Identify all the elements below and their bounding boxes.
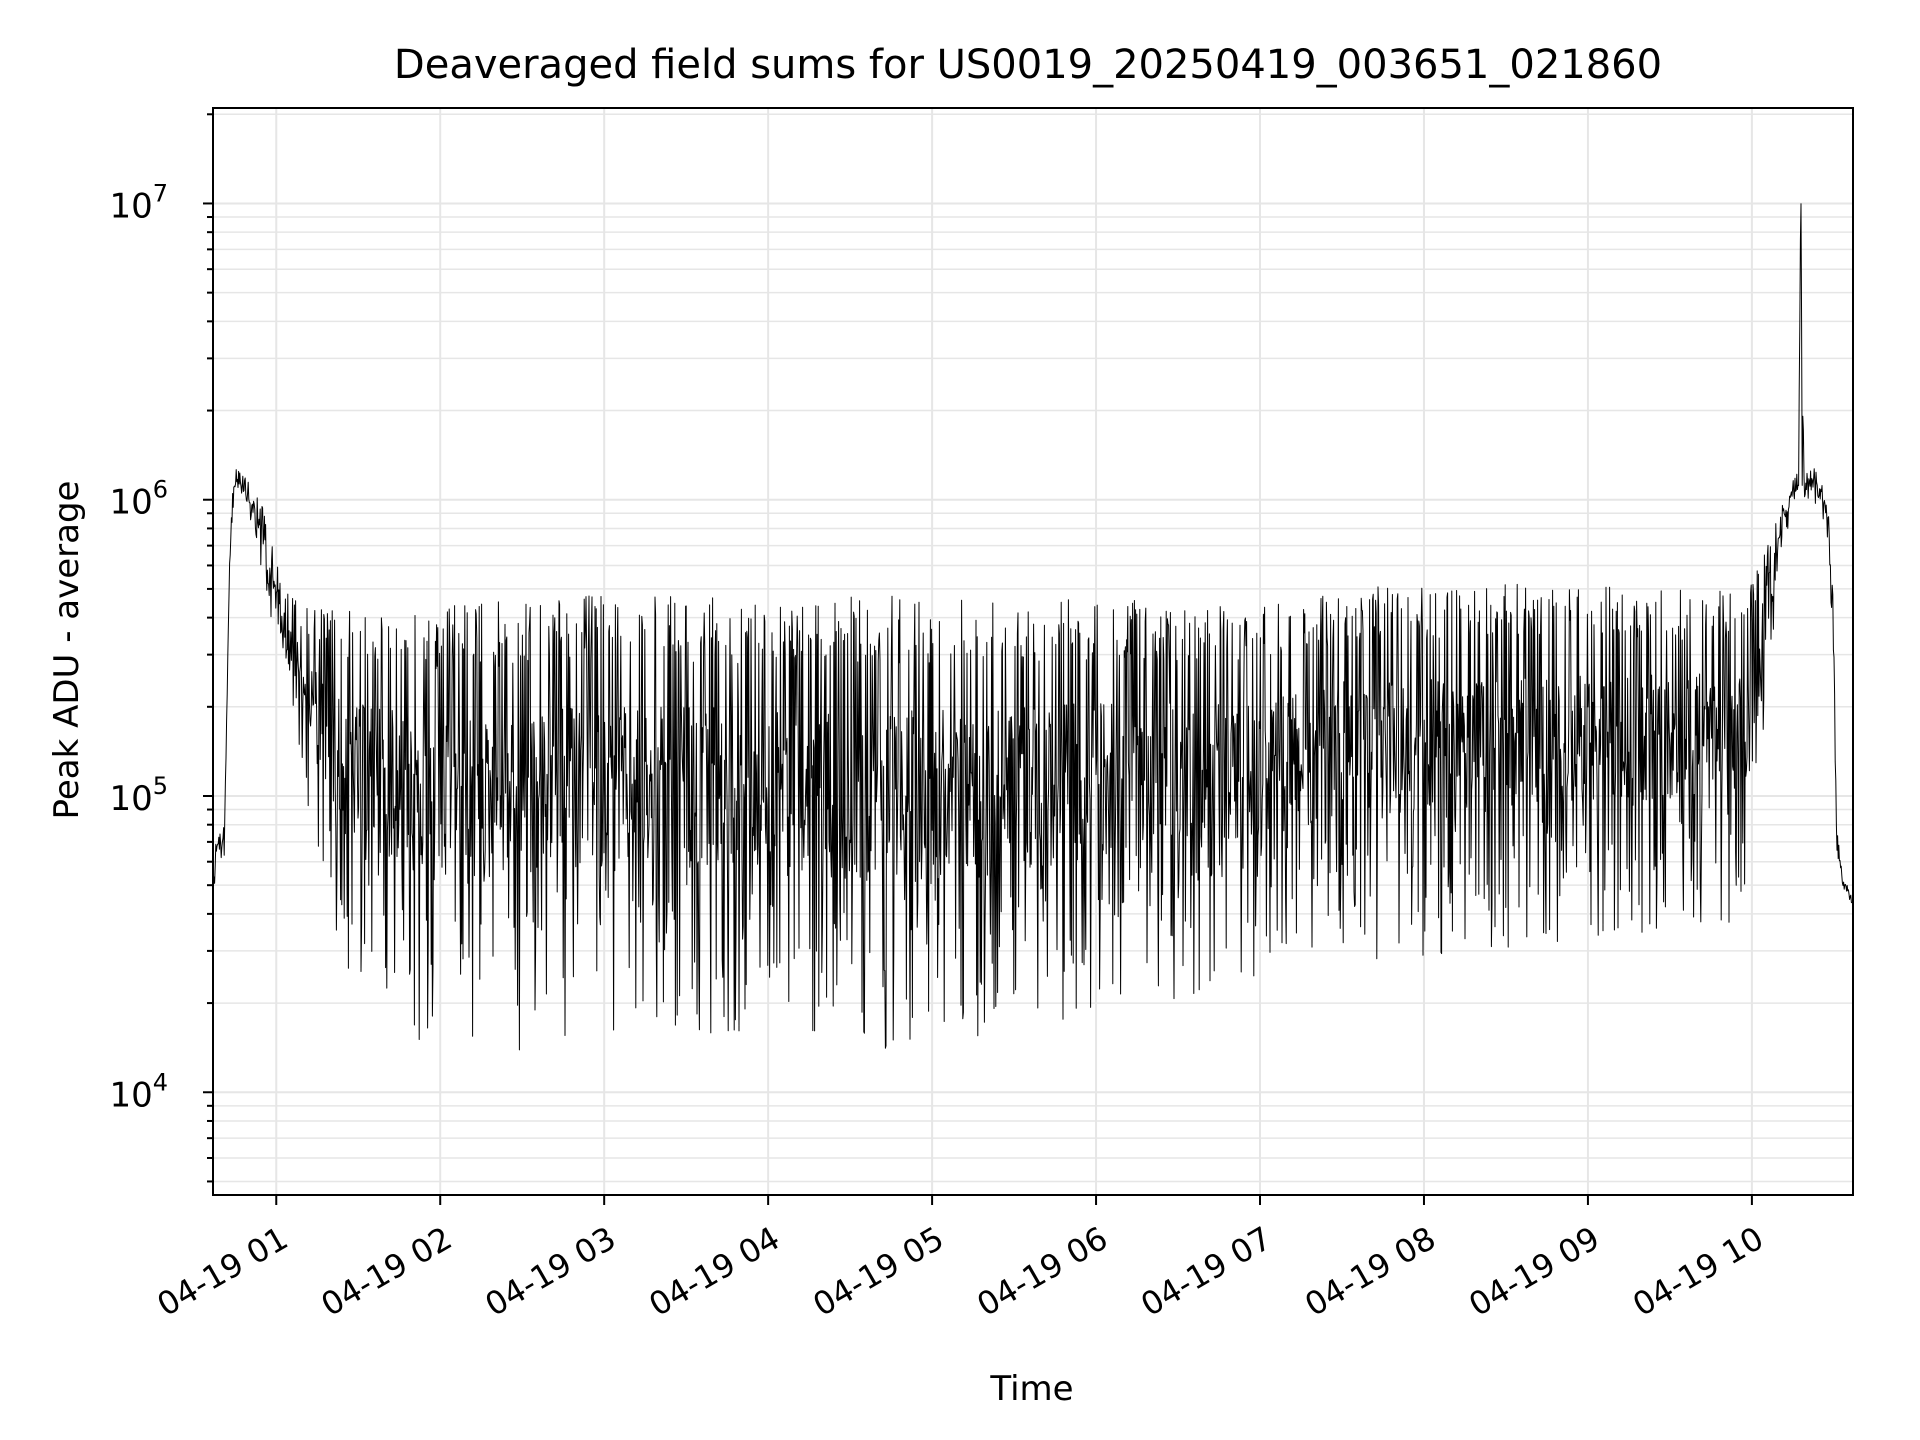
y-tick-label: 106 [109,476,168,523]
y-axis-label: Peak ADU - average [47,481,87,820]
grid-lines [213,108,1853,1195]
y-tick-label: 107 [109,179,168,226]
plot-frame [212,107,1854,1196]
series-line-group [213,203,1853,1051]
series-line [213,203,1853,1051]
chart-title: Deaveraged field sums for US0019_2025041… [394,42,1662,88]
y-tick-label: 105 [109,772,168,819]
x-axis-label: Time [989,1369,1073,1409]
y-axis: 104 105 106 107 [109,113,213,1183]
y-tick-label: 104 [109,1068,168,1115]
